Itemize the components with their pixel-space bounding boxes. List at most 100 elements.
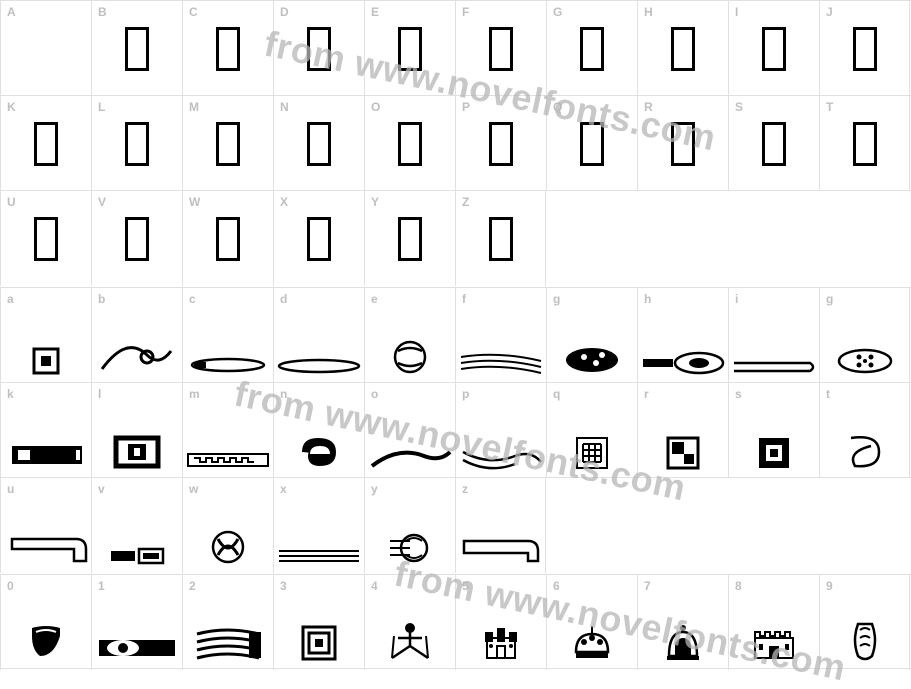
charmap-cell: J [819,1,910,96]
tofu-glyph [216,122,240,166]
charmap-cell: H [637,1,728,96]
charmap-row: 0123456789 [0,574,911,669]
cell-label: N [280,100,289,114]
charmap-cell: V [91,191,182,286]
charmap-cell: f [455,288,546,383]
tofu-glyph [125,217,149,261]
charmap-cell: S [728,96,819,191]
cell-label: l [98,387,101,401]
cell-label: a [7,292,14,306]
charmap-cell: P [455,96,546,191]
cell-label: G [553,5,562,19]
dig-1-glyph [92,575,182,670]
tofu-glyph [489,122,513,166]
cell-label: 2 [189,579,196,593]
charmap-row: klmnopqrst [0,382,911,477]
cell-label: g [826,292,833,306]
charmap-row: abcdefghig [0,287,911,382]
charmap-cell: g [546,288,637,383]
tofu-glyph [34,217,58,261]
charmap-cell: A [0,1,91,96]
cell-label: J [826,5,833,19]
cell-label: 8 [735,579,742,593]
dig-4-glyph [365,575,455,670]
cell-label: M [189,100,199,114]
charmap-cell: F [455,1,546,96]
charmap-cell: b [91,288,182,383]
tofu-glyph [216,217,240,261]
cell-label: Y [371,195,379,209]
orn-c-glyph [183,288,273,383]
cell-label: s [735,387,742,401]
charmap-cell: 3 [273,575,364,670]
charmap-cell: M [182,96,273,191]
charmap-cell: E [364,1,455,96]
charmap-cell: 6 [546,575,637,670]
dig-7-glyph [638,575,728,670]
charmap-cell: C [182,1,273,96]
cell-label: 3 [280,579,287,593]
charmap-cell: 1 [91,575,182,670]
tofu-glyph [489,217,513,261]
charmap-cell: 0 [0,575,91,670]
cell-label: c [189,292,196,306]
charmap-cell: c [182,288,273,383]
orn-g2-glyph [820,288,909,383]
charmap-cell: 5 [455,575,546,670]
cell-label: F [462,5,469,19]
orn-s-glyph [729,383,819,478]
orn-q-glyph [547,383,637,478]
charmap-cell: u [0,478,91,573]
tofu-glyph [125,27,149,71]
cell-label: W [189,195,200,209]
cell-label: 9 [826,579,833,593]
charmap-cell: I [728,1,819,96]
charmap-cell: Z [455,191,546,286]
orn-z-glyph [456,478,545,573]
dig-2-glyph [183,575,273,670]
cell-label: h [644,292,651,306]
cell-label: v [98,482,105,496]
cell-label: n [280,387,287,401]
cell-label: K [7,100,16,114]
charmap-cell: O [364,96,455,191]
charmap-cell: T [819,96,910,191]
cell-label: H [644,5,653,19]
charmap-row: KLMNOPQRST [0,95,911,190]
cell-label: 6 [553,579,560,593]
charmap-cell: R [637,96,728,191]
orn-r-glyph [638,383,728,478]
charmap-cell: i [728,288,819,383]
tofu-glyph [307,217,331,261]
charmap-cell: B [91,1,182,96]
cell-label: y [371,482,378,496]
charmap-cell: e [364,288,455,383]
dig-8-glyph [729,575,819,670]
cell-label: i [735,292,738,306]
cell-label: E [371,5,379,19]
cell-label: O [371,100,380,114]
cell-label: d [280,292,287,306]
cell-label: x [280,482,287,496]
tofu-glyph [398,217,422,261]
tofu-glyph [398,122,422,166]
charmap-row: uvwxyz [0,477,911,572]
cell-label: A [7,5,16,19]
charmap-cell: U [0,191,91,286]
orn-i-glyph [729,288,819,383]
charmap-cell: m [182,383,273,478]
cell-label: C [189,5,198,19]
tofu-glyph [580,122,604,166]
charmap-cell: o [364,383,455,478]
charmap-cell: 9 [819,575,910,670]
cell-label: m [189,387,200,401]
cell-label: 5 [462,579,469,593]
cell-label: g [553,292,560,306]
cell-label: 7 [644,579,651,593]
orn-b-glyph [92,288,182,383]
dig-9-glyph [820,575,909,670]
cell-label: D [280,5,289,19]
charmap-cell: K [0,96,91,191]
charmap-cell: 7 [637,575,728,670]
font-character-map: ABCDEFGHIJKLMNOPQRSTUVWXYZabcdefghigklmn… [0,0,911,669]
